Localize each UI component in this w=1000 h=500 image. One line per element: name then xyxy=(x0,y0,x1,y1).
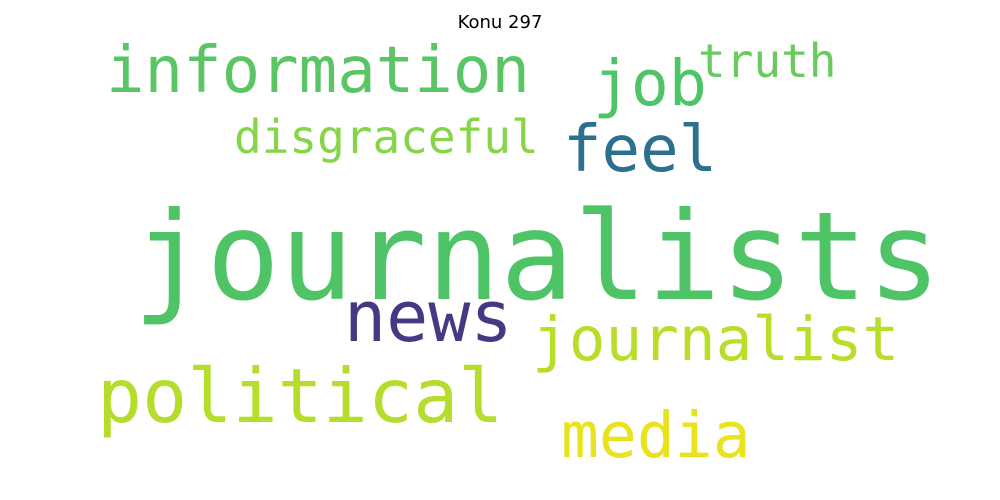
word-journalists: journalists xyxy=(133,186,941,328)
word-media: media xyxy=(561,399,751,472)
word-truth: truth xyxy=(698,34,837,88)
word-information: information xyxy=(106,34,530,108)
word-job: job xyxy=(593,47,707,120)
word-political: political xyxy=(97,352,504,440)
word-disgraceful: disgraceful xyxy=(234,110,539,164)
word-journalist: journalist xyxy=(532,304,900,375)
word-news: news xyxy=(344,276,513,358)
chart-title: Konu 297 xyxy=(457,12,543,33)
word-feel: feel xyxy=(563,113,718,187)
